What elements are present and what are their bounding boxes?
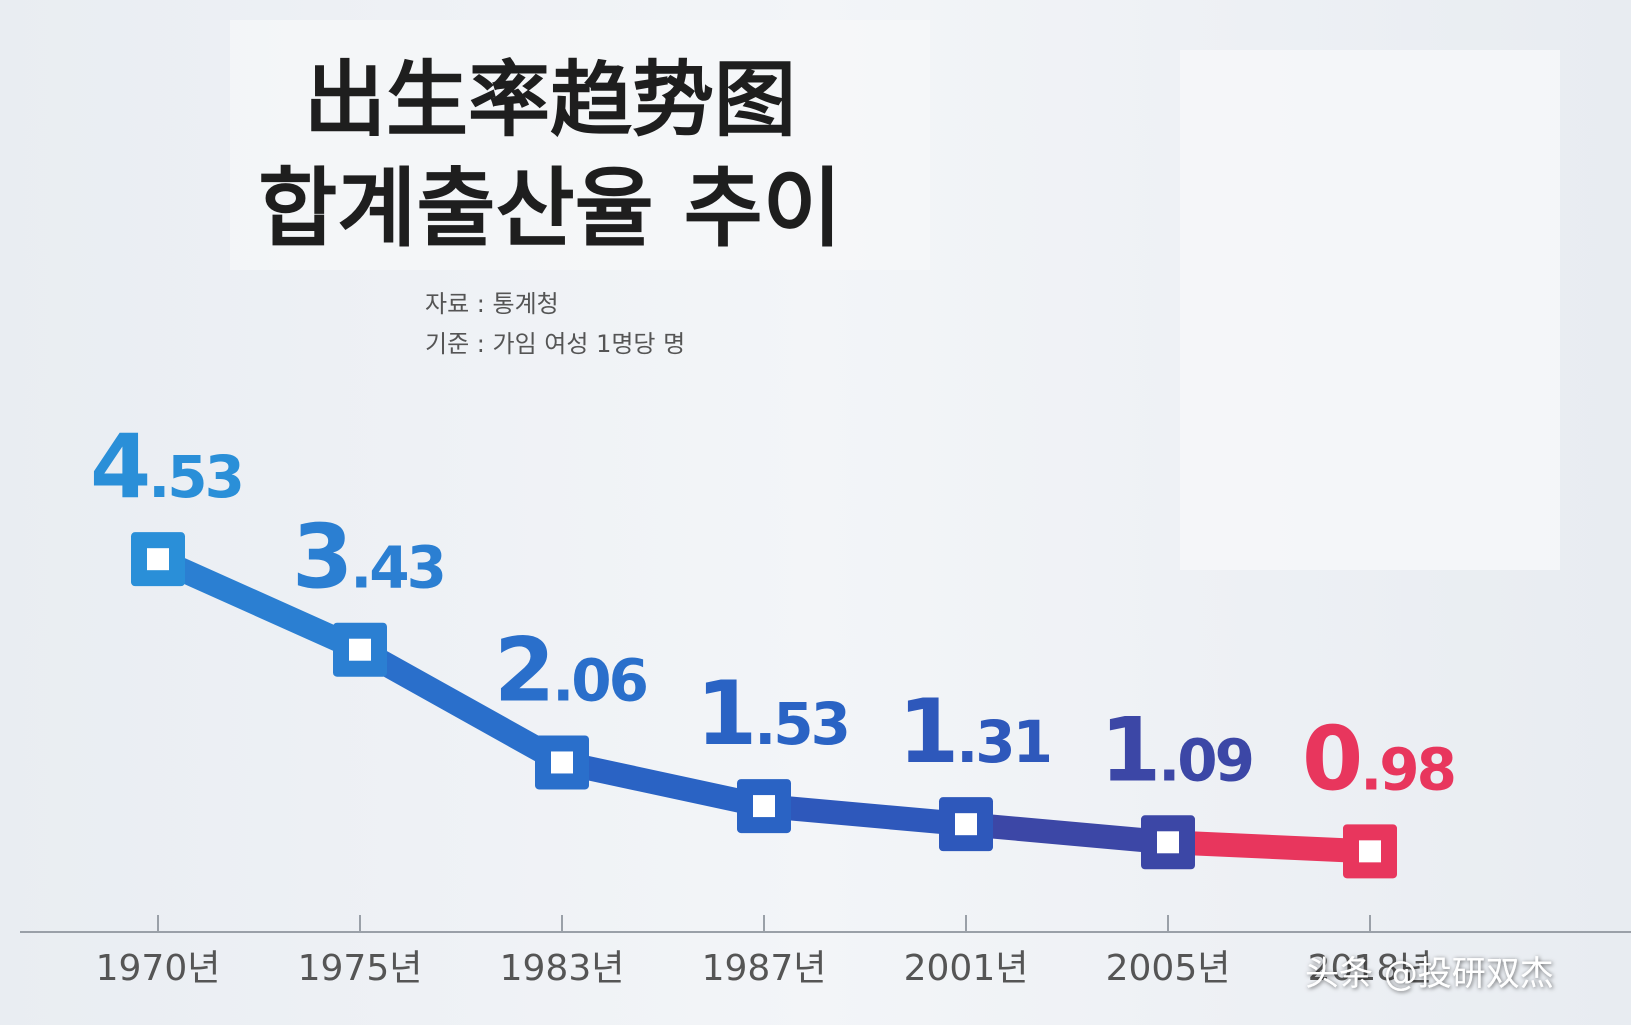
data-label: 4.53 — [90, 415, 242, 518]
x-tick-label: 1970년 — [96, 948, 221, 989]
data-label: 1.31 — [898, 680, 1050, 783]
marker-inner — [1157, 831, 1179, 854]
line-segment — [146, 547, 372, 662]
chart-subtitle: 합계출산율 추이 — [258, 159, 842, 259]
watermark: 头条 @投研双杰 — [1305, 954, 1554, 994]
data-label: 1.09 — [1100, 698, 1252, 801]
plot: 4.53 1970년 3.43 1975년 2.06 1983년 1.53 1987년 1.31… — [90, 415, 1457, 989]
chart-title: 出生率趋势图 — [304, 53, 796, 148]
x-tick-label: 2005년 — [1106, 948, 1231, 989]
line-segment — [752, 794, 978, 837]
data-label: 1.53 — [696, 662, 848, 765]
marker-inner — [955, 813, 977, 836]
marker-inner — [147, 548, 169, 571]
x-tick-label: 1987년 — [702, 948, 827, 989]
x-tick-label: 1983년 — [500, 948, 625, 989]
data-label: 3.43 — [292, 506, 444, 609]
line-segment — [1156, 830, 1382, 864]
marker-inner — [551, 751, 573, 774]
line-segment — [954, 812, 1180, 855]
x-tick-label: 1975년 — [298, 948, 423, 989]
line-segment — [348, 637, 574, 775]
backdrop-panel — [1180, 50, 1560, 570]
x-tick-label: 2018년 — [1308, 948, 1433, 989]
backdrop-panel — [230, 20, 930, 270]
data-label: 2.06 — [494, 618, 647, 721]
marker-inner — [1359, 840, 1381, 863]
line-segment — [550, 750, 776, 819]
source-note: 자료 : 통계청 — [425, 290, 559, 318]
marker-inner — [349, 638, 371, 661]
basis-note: 기준 : 가임 여성 1명당 명 — [425, 330, 685, 358]
data-label: 0.98 — [1302, 707, 1454, 810]
marker-inner — [753, 795, 775, 818]
x-tick-label: 2001년 — [904, 948, 1029, 989]
